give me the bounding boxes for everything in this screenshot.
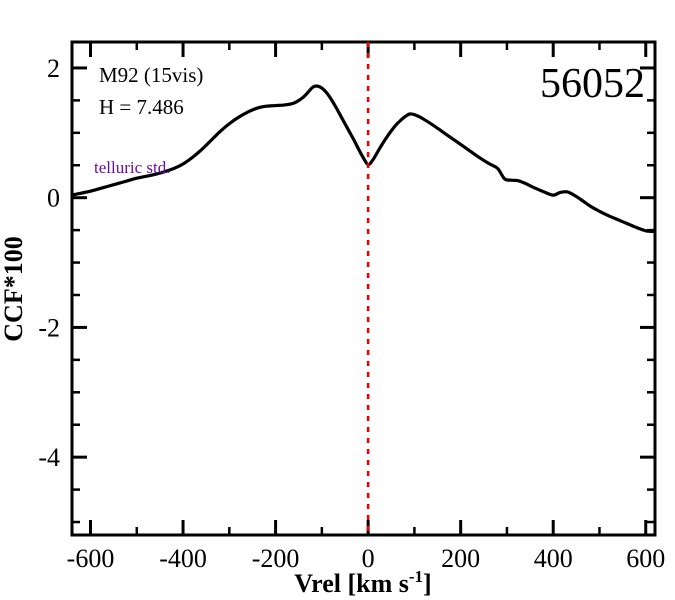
magnitude-label: H = 7.486 — [99, 95, 184, 119]
axis-ticks — [72, 42, 655, 535]
x-tick-label: 200 — [441, 544, 480, 573]
x-tick-label: -400 — [159, 544, 207, 573]
y-tick-label: -4 — [38, 443, 60, 472]
ccf-curve — [70, 84, 655, 234]
epoch-number-label: 56052 — [540, 61, 645, 107]
x-tick-label: -200 — [252, 544, 300, 573]
y-tick-label: 0 — [47, 184, 60, 213]
x-tick-label: 400 — [534, 544, 573, 573]
x-tick-labels: -600 -400 -200 0 200 400 600 — [67, 544, 666, 573]
y-tick-label: 2 — [47, 54, 60, 83]
plot-frame — [70, 40, 657, 537]
y-tick-label: -2 — [38, 313, 60, 342]
x-tick-label: 0 — [362, 544, 375, 573]
y-tick-labels: 2 0 -2 -4 — [38, 54, 60, 472]
x-tick-label: 600 — [626, 544, 665, 573]
y-axis-title: CCF*100 — [0, 236, 28, 341]
telluric-std-label: telluric std. — [94, 158, 170, 177]
x-axis-title: Vrel [km s-1] — [294, 567, 431, 598]
target-name-label: M92 (15vis) — [99, 63, 203, 87]
x-tick-label: -600 — [67, 544, 115, 573]
